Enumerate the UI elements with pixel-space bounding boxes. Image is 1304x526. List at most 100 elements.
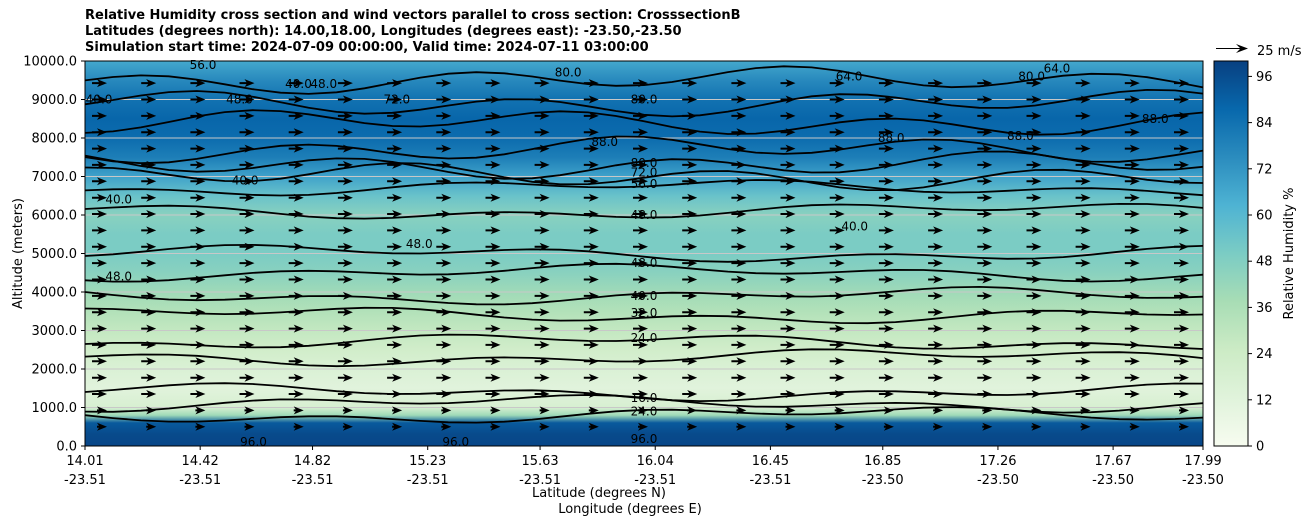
colorbar-label: Relative Humidity % — [1282, 188, 1297, 320]
wind-arrow — [387, 373, 403, 382]
wind-arrow — [633, 242, 648, 251]
wind-arrow — [977, 160, 993, 169]
wind-arrow — [682, 177, 698, 186]
wind-arrow — [92, 357, 107, 366]
wind-arrow — [682, 357, 698, 366]
wind-arrow — [1075, 324, 1091, 333]
wind-arrow — [436, 144, 452, 153]
wind-arrow — [829, 210, 845, 218]
y-tick-label: 9000.0 — [32, 93, 78, 108]
wind-arrow — [337, 144, 353, 153]
wind-arrow — [337, 210, 353, 218]
wind-arrow — [1026, 177, 1042, 186]
wind-arrow — [780, 95, 796, 104]
wind-arrow — [780, 340, 796, 349]
wind-arrow — [829, 177, 845, 186]
wind-arrow — [977, 275, 993, 284]
wind-arrow — [485, 259, 501, 268]
y-tick-label: 4000.0 — [32, 286, 78, 301]
x-tick-label-lat: 14.01 — [66, 454, 103, 469]
wind-arrow — [337, 324, 353, 333]
wind-arrow — [534, 79, 550, 88]
wind-arrow — [141, 291, 157, 300]
wind-arrow — [190, 210, 206, 218]
wind-arrow — [387, 95, 403, 104]
wind-arrow — [977, 193, 993, 202]
colorbar-tick-label: 84 — [1256, 116, 1273, 131]
y-tick-label: 1000.0 — [32, 401, 78, 416]
wind-arrow — [682, 373, 698, 382]
wind-arrow — [1075, 144, 1091, 153]
wind-arrow — [387, 193, 403, 202]
wind-arrow — [387, 390, 403, 398]
wind-arrow — [92, 242, 107, 251]
wind-arrow — [583, 259, 599, 268]
wind-arrow — [239, 291, 255, 300]
wind-arrow — [387, 340, 403, 349]
wind-arrow — [190, 340, 206, 349]
wind-arrow — [682, 390, 698, 398]
contour-line — [84, 202, 1204, 220]
colorbar-tick-label: 48 — [1256, 255, 1273, 270]
wind-arrow — [736, 422, 747, 431]
wind-arrow — [731, 357, 747, 366]
wind-arrow — [288, 193, 304, 202]
wind-arrow — [337, 95, 353, 104]
wind-arrow — [878, 210, 894, 218]
wind-arrow — [1026, 210, 1042, 218]
x-axis-label-lon: Longitude (degrees E) — [558, 502, 702, 517]
wind-arrow — [731, 95, 747, 104]
wind-arrow — [633, 177, 648, 186]
wind-arrow — [1174, 340, 1189, 349]
wind-arrow — [195, 406, 206, 415]
quiver-key-arrow — [1216, 44, 1248, 53]
wind-arrow — [1026, 259, 1042, 268]
wind-arrow — [1124, 79, 1140, 88]
wind-arrow — [288, 242, 304, 251]
wind-arrow — [337, 373, 353, 382]
y-tick-label: 5000.0 — [32, 247, 78, 262]
wind-arrow — [682, 324, 698, 333]
wind-arrow — [436, 79, 452, 88]
wind-arrow — [583, 324, 599, 333]
wind-arrow — [239, 128, 255, 137]
wind-arrow — [682, 340, 698, 349]
wind-arrow — [490, 406, 501, 415]
wind-arrow — [190, 291, 206, 300]
wind-arrow — [1075, 275, 1091, 284]
wind-arrow — [1075, 390, 1091, 398]
wind-arrow — [239, 226, 255, 235]
wind-arrow — [977, 308, 993, 317]
wind-arrow — [1075, 291, 1091, 300]
wind-arrow — [829, 340, 845, 349]
contour-line — [84, 162, 1204, 191]
wind-arrow — [485, 193, 501, 202]
wind-arrow — [190, 308, 206, 317]
wind-arrow — [928, 242, 944, 251]
contour-label: 80.0 — [555, 66, 582, 80]
wind-vectors — [92, 79, 1189, 431]
wind-arrow — [436, 324, 452, 333]
wind-arrow — [92, 340, 107, 349]
wind-arrow — [387, 242, 403, 251]
wind-arrow — [731, 373, 747, 382]
wind-arrow — [633, 373, 648, 382]
wind-arrow — [1124, 144, 1140, 153]
x-tick-label-lon: -23.50 — [977, 473, 1019, 488]
wind-arrow — [288, 390, 304, 398]
wind-arrow — [682, 128, 698, 137]
wind-arrow — [1174, 177, 1189, 186]
wind-arrow — [436, 128, 452, 137]
contour-label: 40.0 — [841, 220, 868, 234]
x-tick-label-lat: 15.23 — [409, 454, 446, 469]
wind-arrow — [633, 79, 648, 88]
wind-arrow — [190, 390, 206, 398]
wind-arrow — [1075, 177, 1091, 186]
wind-arrow — [244, 406, 255, 415]
wind-arrow — [1026, 144, 1042, 153]
wind-arrow — [878, 144, 894, 153]
wind-arrow — [436, 111, 452, 120]
wind-arrow — [1075, 111, 1091, 120]
wind-arrow — [1026, 275, 1042, 284]
wind-arrow — [633, 324, 648, 333]
